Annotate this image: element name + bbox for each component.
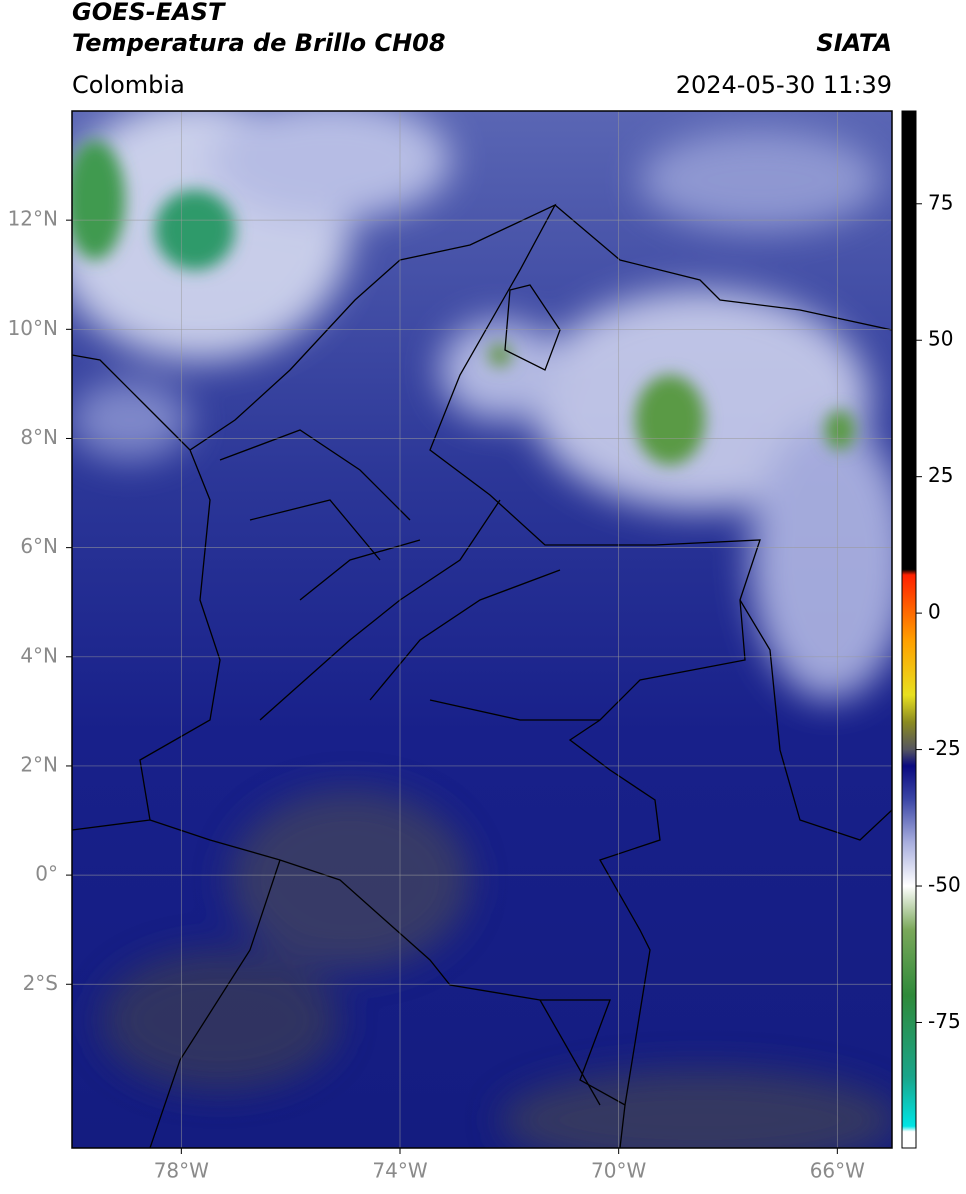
colorbar-tick-label: -75 xyxy=(928,1009,961,1033)
colorbar xyxy=(901,110,917,1149)
y-tick-label: 8°N xyxy=(20,425,58,449)
borders xyxy=(72,203,892,1148)
region: Colombia xyxy=(72,71,185,99)
colorbar-tick-label: -50 xyxy=(928,873,961,897)
colorbar-tick-label: 50 xyxy=(928,327,953,351)
timestamp: 2024-05-30 11:39 xyxy=(676,71,892,99)
product: Temperatura de Brillo CH08 xyxy=(72,29,446,57)
x-tick-label: 70°W xyxy=(591,1159,646,1183)
satellite-image xyxy=(72,111,892,1148)
colorbar-tick-label: 25 xyxy=(928,463,953,487)
x-tick-label: 66°W xyxy=(810,1159,865,1183)
y-tick-label: 10°N xyxy=(8,316,58,340)
colorbar-tick-label: 75 xyxy=(928,190,953,214)
satellite: GOES-EAST xyxy=(72,0,226,26)
source: SIATA xyxy=(816,29,892,57)
graticule xyxy=(72,111,892,1148)
colorbar-tick-label: 0 xyxy=(928,600,941,624)
x-tick-label: 78°W xyxy=(154,1159,209,1183)
map-frame xyxy=(71,110,893,1149)
x-tick-label: 74°W xyxy=(372,1159,427,1183)
y-tick-label: 2°N xyxy=(20,752,58,776)
y-tick-label: 6°N xyxy=(20,534,58,558)
y-tick-label: 12°N xyxy=(8,207,58,231)
colorbar-tick-label: -25 xyxy=(928,736,961,760)
y-tick-label: 4°N xyxy=(20,643,58,667)
y-tick-label: 0° xyxy=(35,862,58,886)
y-tick-label: 2°S xyxy=(23,971,58,995)
